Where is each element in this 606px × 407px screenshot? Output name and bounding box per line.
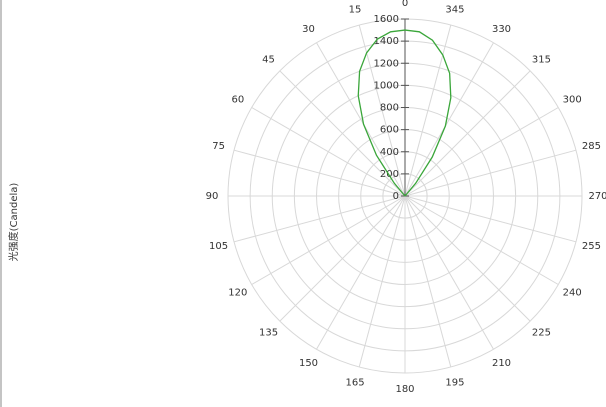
angle-tick-label: 300 (563, 95, 582, 106)
angle-tick-label: 90 (206, 191, 219, 202)
radial-tick-label: 400 (380, 147, 399, 158)
chart: 光强度(Candela) 0 15 30 45 60 75 90 105 120 135 150 16… (0, 0, 606, 407)
angle-tick-label: 135 (259, 327, 278, 338)
angle-tick-label: 105 (209, 241, 228, 252)
y-axis-label: 光强度(Candela) (7, 183, 20, 262)
angle-tick-label: 0 (402, 0, 408, 9)
radial-tick-label: 800 (380, 103, 399, 114)
grid-spoke (405, 150, 576, 196)
grid-spoke (405, 196, 530, 321)
angle-tick-label: 60 (231, 95, 244, 106)
radial-tick-label: 0 (393, 191, 399, 202)
grid-spoke (252, 196, 405, 285)
radial-tick-label: 600 (380, 125, 399, 136)
radial-tick-label: 1400 (374, 36, 399, 47)
angle-tick-label: 270 (588, 191, 606, 202)
angle-tick-label: 240 (563, 288, 582, 299)
angle-tick-label: 180 (395, 384, 414, 395)
grid-spoke (405, 108, 558, 197)
grid-spoke (405, 71, 530, 196)
angle-tick-label: 75 (212, 141, 225, 152)
angle-tick-label: 330 (492, 24, 511, 35)
angle-tick-label: 225 (532, 327, 551, 338)
angle-tick-label: 150 (299, 358, 318, 369)
grid-spoke (405, 196, 576, 242)
radial-tick-label: 1000 (374, 80, 399, 91)
grid-spoke (405, 196, 494, 349)
grid-spoke (234, 196, 405, 242)
angle-tick-label: 195 (445, 377, 464, 388)
grid-spoke (405, 196, 451, 367)
angle-tick-label: 285 (582, 141, 601, 152)
angle-tick-label: 345 (445, 5, 464, 16)
angle-tick-label: 165 (346, 377, 365, 388)
angle-tick-label: 120 (228, 288, 247, 299)
angle-tick-label: 255 (582, 241, 601, 252)
grid-spoke (405, 43, 494, 196)
angle-tick-label: 315 (532, 55, 551, 66)
grid-spoke (280, 196, 405, 321)
grid-spoke (317, 196, 406, 349)
grid-spoke (359, 196, 405, 367)
angle-tick-label: 15 (349, 5, 362, 16)
grid-spoke (405, 196, 558, 285)
radial-tick-label: 200 (380, 169, 399, 180)
angle-tick-label: 210 (492, 358, 511, 369)
angle-tick-label: 45 (262, 55, 275, 66)
radial-tick-label: 1600 (374, 14, 399, 25)
angle-tick-label: 30 (302, 24, 315, 35)
grid-spoke (405, 25, 451, 196)
radial-tick-label: 1200 (374, 58, 399, 69)
